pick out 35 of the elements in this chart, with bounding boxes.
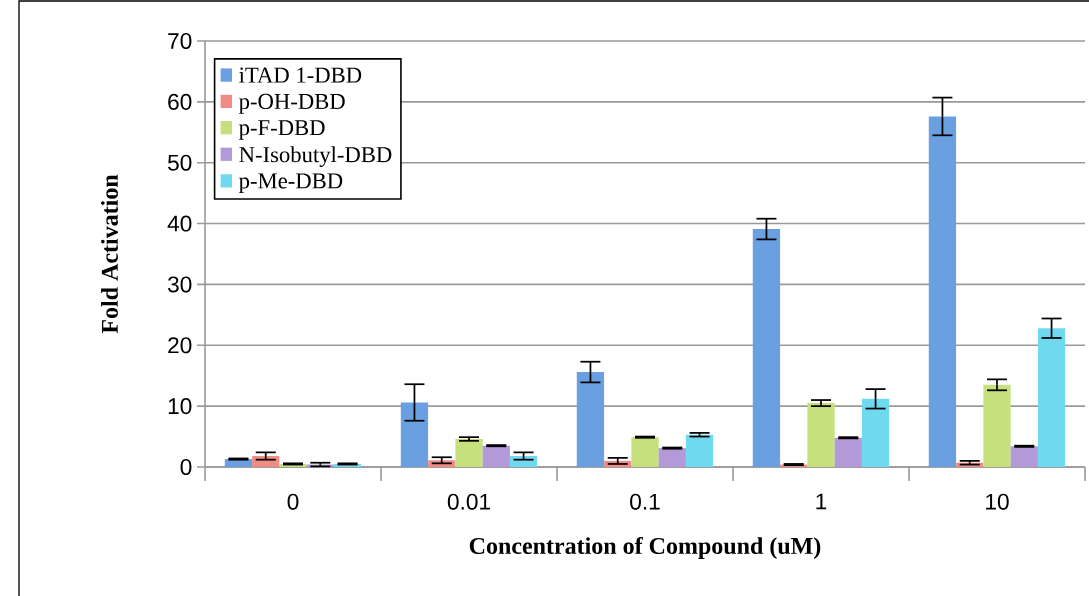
- y-axis-title: Fold Activation: [101, 174, 118, 334]
- legend-label: p-Me-DBD: [239, 173, 343, 194]
- x-tick-label: 0.1: [630, 493, 660, 510]
- bar: [983, 384, 1011, 467]
- bar: [631, 437, 659, 467]
- bar: [807, 403, 835, 467]
- legend-label: iTAD 1-DBD: [239, 67, 362, 83]
- legend-label: p-OH-DBD: [239, 93, 345, 114]
- bar: [658, 448, 686, 467]
- y-tick-label: 50: [167, 154, 192, 171]
- bar: [576, 372, 605, 467]
- y-tick-label: 0: [180, 458, 192, 476]
- x-tick-label: 0: [287, 493, 299, 510]
- bar: [400, 402, 429, 467]
- y-tick-label: 10: [168, 398, 192, 415]
- y-tick-label: 60: [168, 93, 192, 110]
- bar: [861, 398, 890, 467]
- bar: [482, 445, 510, 467]
- bar: [834, 437, 862, 467]
- y-tick-label: 20: [168, 337, 192, 354]
- y-tick-label: 30: [167, 276, 192, 293]
- x-tick-label: 10: [986, 493, 1009, 510]
- x-axis-title: Concentration of Compound (uM): [469, 536, 821, 559]
- bar: [752, 229, 781, 467]
- bar: [928, 116, 957, 467]
- x-tick-label: 1: [816, 493, 827, 510]
- x-tick-label: 0.01: [447, 493, 490, 510]
- legend-label: N-Isobutyl-DBD: [239, 146, 392, 167]
- bar: [1037, 328, 1066, 467]
- y-tick-label: 40: [167, 215, 192, 232]
- legend-label: p-F-DBD: [239, 120, 325, 140]
- y-tick-label: 70: [168, 32, 192, 50]
- bar: [685, 434, 714, 467]
- bar: [455, 438, 483, 467]
- bar: [1010, 446, 1038, 467]
